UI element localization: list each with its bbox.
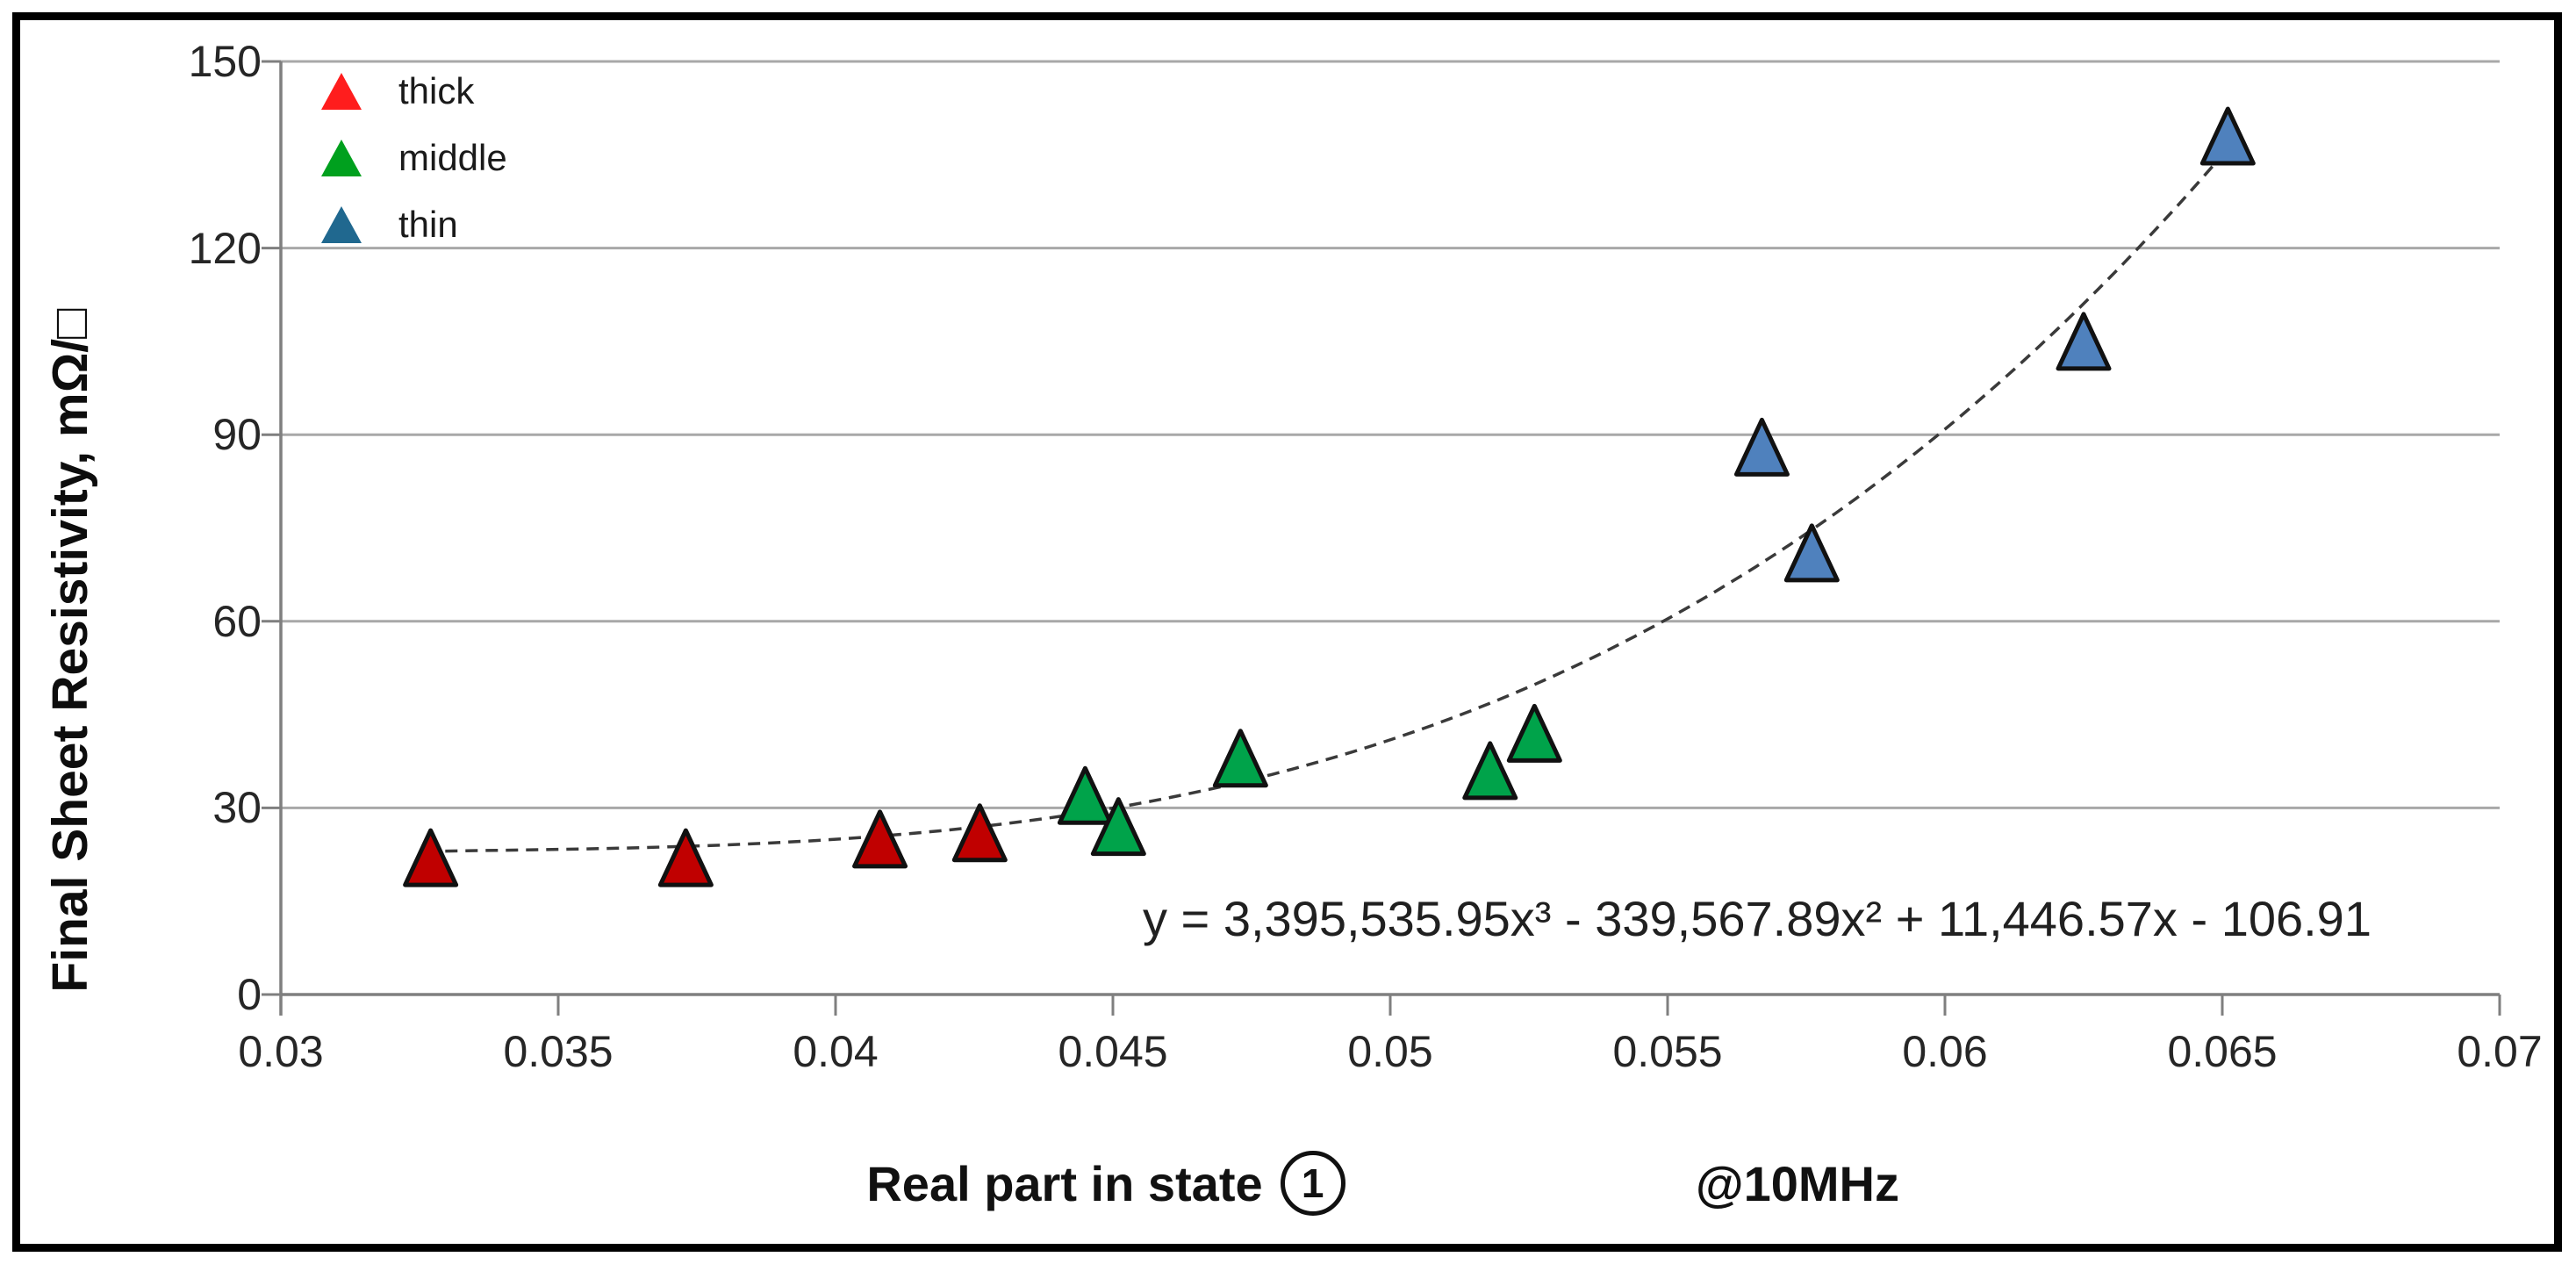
data-point-middle bbox=[1090, 797, 1146, 857]
y-tick-label: 150 bbox=[188, 37, 262, 86]
legend-item-thin: thin bbox=[321, 191, 507, 258]
x-tick-label: 0.035 bbox=[503, 1027, 614, 1076]
legend-item-middle: middle bbox=[321, 125, 507, 191]
x-tick-label: 0.065 bbox=[2167, 1027, 2278, 1076]
y-tick-label: 60 bbox=[212, 596, 262, 646]
data-point-middle bbox=[1506, 703, 1562, 763]
legend-item-thick: thick bbox=[321, 58, 507, 125]
x-axis-title: Real part in state 1 bbox=[790, 1146, 1422, 1220]
x-tick-label: 0.03 bbox=[238, 1027, 324, 1076]
data-point-middle bbox=[1057, 765, 1113, 825]
trendline-equation: y = 3,395,535.95x³ - 339,567.89x² + 11,4… bbox=[1143, 891, 2371, 946]
figure-border bbox=[12, 12, 2562, 1252]
y-tick-label: 30 bbox=[212, 783, 262, 833]
legend-triangle-icon bbox=[321, 140, 362, 176]
y-tick-label: 90 bbox=[212, 410, 262, 460]
data-point-thick bbox=[951, 803, 1008, 863]
data-point-thick bbox=[852, 809, 908, 869]
legend: thick middle thin bbox=[321, 58, 507, 258]
legend-triangle-icon bbox=[321, 206, 362, 243]
data-point-thin bbox=[2056, 312, 2112, 371]
data-point-thin bbox=[1733, 417, 1790, 477]
data-point-middle bbox=[1212, 729, 1268, 788]
legend-label: thick bbox=[398, 70, 475, 111]
x-tick-label: 0.06 bbox=[1902, 1027, 1988, 1076]
y-axis-title: Final Sheet Resistivity, mΩ/□ bbox=[42, 308, 98, 993]
x-axis-title-text: Real part in state bbox=[866, 1155, 1263, 1211]
x-tick-label: 0.07 bbox=[2457, 1027, 2543, 1076]
data-point-thin bbox=[2199, 106, 2256, 166]
x-tick-label: 0.055 bbox=[1612, 1027, 1723, 1076]
data-point-middle bbox=[1462, 741, 1518, 801]
legend-triangle-icon bbox=[321, 73, 362, 110]
data-point-thick bbox=[403, 828, 459, 887]
x-tick-label: 0.05 bbox=[1347, 1027, 1433, 1076]
data-point-thick bbox=[657, 828, 714, 887]
x-tick-label: 0.045 bbox=[1058, 1027, 1168, 1076]
data-point-thin bbox=[1783, 523, 1840, 583]
legend-label: middle bbox=[398, 137, 507, 178]
circled-one-icon: 1 bbox=[1280, 1151, 1345, 1216]
x-tick-label: 0.04 bbox=[793, 1027, 879, 1076]
trendline bbox=[425, 134, 2241, 853]
legend-label: thin bbox=[398, 204, 458, 245]
y-tick-label: 120 bbox=[188, 223, 262, 273]
y-tick-label: 0 bbox=[237, 970, 262, 1019]
frequency-annotation: @10MHz bbox=[1696, 1156, 1899, 1211]
